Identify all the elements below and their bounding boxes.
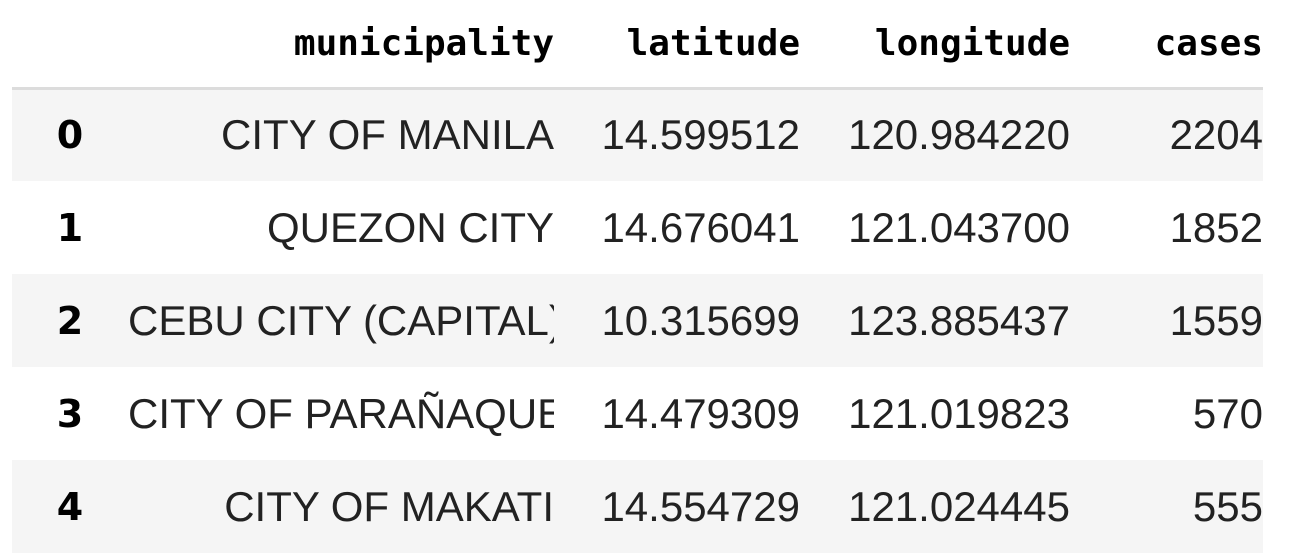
cell-latitude: 14.599512 (601, 111, 800, 159)
column-header-latitude: latitude (626, 22, 800, 64)
cell-latitude: 10.315699 (601, 296, 800, 344)
table-row: 2 CEBU CITY (CAPITAL) 10.315699 123.8854… (12, 274, 1263, 367)
index-header (12, 0, 128, 88)
table-row: 0 CITY OF MANILA 14.599512 120.984220 22… (12, 88, 1263, 181)
cell-municipality: CITY OF MANILA (221, 111, 554, 159)
cell-longitude: 121.019823 (848, 389, 1070, 437)
cell-cases: 1559 (1169, 296, 1263, 344)
dataframe-table: municipality latitude longitude cases 0 … (12, 0, 1263, 553)
cell-municipality: CEBU CITY (CAPITAL) (128, 296, 554, 344)
table-body: 0 CITY OF MANILA 14.599512 120.984220 22… (12, 88, 1263, 553)
column-header-longitude: longitude (874, 22, 1070, 64)
cell-cases: 555 (1192, 482, 1263, 530)
column-header-cases: cases (1154, 22, 1263, 64)
table-row: 1 QUEZON CITY 14.676041 121.043700 1852 (12, 181, 1263, 274)
column-header-municipality: municipality (293, 22, 554, 64)
cell-latitude: 14.554729 (601, 482, 800, 530)
cell-longitude: 121.024445 (848, 482, 1070, 530)
cell-latitude: 14.479309 (601, 389, 800, 437)
cell-longitude: 123.885437 (848, 296, 1070, 344)
row-index: 1 (56, 205, 84, 250)
table-header: municipality latitude longitude cases (12, 0, 1263, 88)
cell-longitude: 121.043700 (848, 203, 1070, 251)
row-index: 4 (56, 484, 84, 529)
cell-municipality: CITY OF PARAÑAQUE (128, 389, 554, 437)
row-index: 3 (56, 391, 84, 436)
cell-municipality: QUEZON CITY (266, 203, 554, 251)
header-row: municipality latitude longitude cases (12, 0, 1263, 88)
cell-cases: 2204 (1169, 111, 1263, 159)
cell-cases: 1852 (1169, 203, 1263, 251)
dataframe-output: municipality latitude longitude cases 0 … (12, 0, 1263, 553)
cell-cases: 570 (1192, 389, 1263, 437)
row-index: 0 (56, 113, 84, 158)
table-row: 4 CITY OF MAKATI 14.554729 121.024445 55… (12, 460, 1263, 553)
cell-municipality: CITY OF MAKATI (224, 482, 554, 530)
cell-longitude: 120.984220 (848, 111, 1070, 159)
row-index: 2 (56, 298, 84, 343)
cell-latitude: 14.676041 (601, 203, 800, 251)
table-row: 3 CITY OF PARAÑAQUE 14.479309 121.019823… (12, 367, 1263, 460)
